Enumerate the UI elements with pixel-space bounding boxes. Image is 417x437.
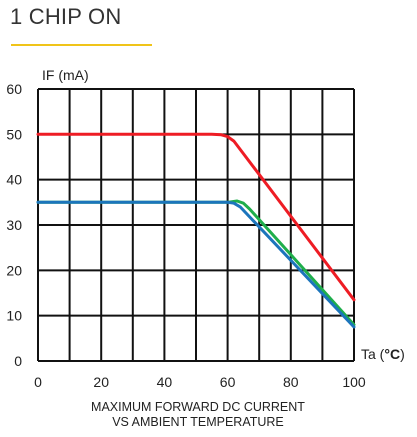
x-axis-label-prefix: Ta ( [361,346,385,362]
y-tick-label: 20 [6,262,22,278]
caption-line-1: MAXIMUM FORWARD DC CURRENT [91,400,305,414]
x-tick-label: 100 [342,374,366,390]
x-axis-label-unit: °C [384,346,400,362]
red-series-line [36,132,356,302]
title-underline [11,44,152,46]
x-tick-label: 20 [93,374,109,390]
blue-series-line [36,200,356,329]
series-layer [36,132,356,329]
tick-labels: 0 10 20 30 40 50 60 0 20 40 60 80 100 [6,81,365,390]
y-axis-label: IF (mA) [42,67,89,83]
y-tick-label: 60 [6,81,22,97]
x-tick-label: 40 [157,374,173,390]
y-tick-label: 40 [6,172,22,188]
caption-line-2: VS AMBIENT TEMPERATURE [112,415,284,429]
x-tick-label: 0 [34,374,42,390]
x-tick-label: 60 [220,374,236,390]
page-title: 1 CHIP ON [10,4,122,29]
x-axis-label-suffix: ) [400,346,405,362]
y-tick-label: 10 [6,308,22,324]
x-tick-label: 80 [283,374,299,390]
y-tick-label: 50 [6,126,22,142]
chart-caption: MAXIMUM FORWARD DC CURRENT VS AMBIENT TE… [40,400,356,430]
y-tick-label: 0 [14,353,22,369]
grid-layer [37,88,355,362]
x-axis-label: Ta (°C) [361,346,405,362]
y-tick-label: 30 [6,217,22,233]
